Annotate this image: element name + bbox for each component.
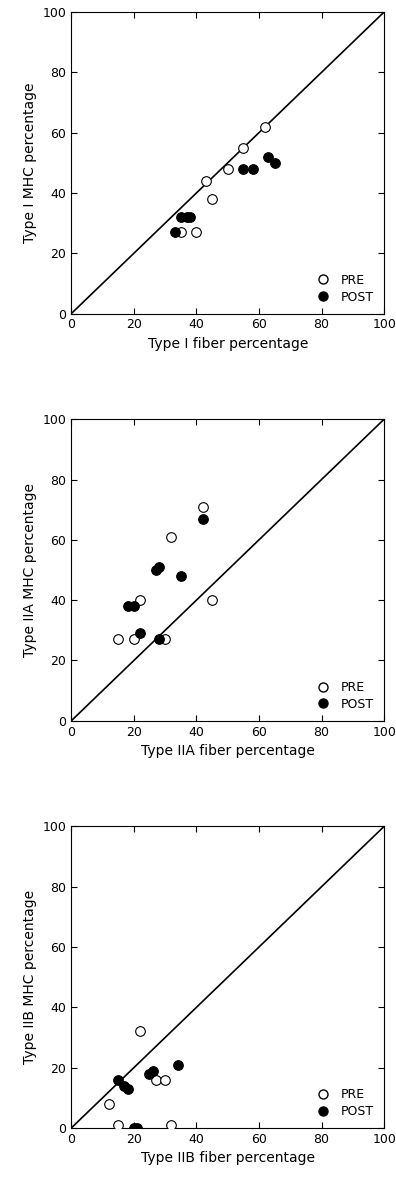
Point	[272, 154, 278, 173]
Point	[168, 527, 175, 546]
Point	[162, 630, 168, 649]
Point	[115, 1115, 122, 1134]
Point	[249, 160, 256, 179]
Point	[162, 1070, 168, 1090]
Point	[209, 190, 215, 209]
Point	[240, 138, 247, 157]
Point	[262, 118, 268, 137]
Point	[156, 557, 162, 576]
Point	[147, 1064, 153, 1084]
Y-axis label: Type I MHC percentage: Type I MHC percentage	[23, 83, 37, 244]
Legend: PRE, POST: PRE, POST	[307, 1085, 378, 1122]
Legend: PRE, POST: PRE, POST	[307, 677, 378, 714]
Point	[115, 630, 122, 649]
X-axis label: Type IIA fiber percentage: Type IIA fiber percentage	[141, 744, 315, 758]
Point	[121, 1076, 128, 1096]
Point	[137, 1022, 143, 1042]
Point	[134, 1118, 140, 1138]
Point	[177, 208, 184, 227]
Point	[200, 497, 206, 516]
Point	[131, 596, 137, 616]
Point	[225, 160, 231, 179]
Point	[240, 160, 247, 179]
Point	[106, 1094, 112, 1114]
Point	[177, 566, 184, 586]
Point	[131, 630, 137, 649]
Point	[200, 509, 206, 528]
X-axis label: Type I fiber percentage: Type I fiber percentage	[148, 337, 308, 352]
X-axis label: Type IIB fiber percentage: Type IIB fiber percentage	[141, 1152, 315, 1165]
Point	[156, 630, 162, 649]
Point	[137, 590, 143, 610]
Point	[152, 1070, 159, 1090]
Point	[115, 1070, 122, 1090]
Y-axis label: Type IIB MHC percentage: Type IIB MHC percentage	[23, 890, 37, 1064]
Point	[203, 172, 209, 191]
Point	[175, 1055, 181, 1074]
Point	[265, 148, 272, 167]
Point	[152, 560, 159, 580]
Point	[149, 1061, 156, 1080]
Y-axis label: Type IIA MHC percentage: Type IIA MHC percentage	[23, 482, 37, 658]
Point	[168, 1115, 175, 1134]
Point	[177, 222, 184, 241]
Point	[187, 208, 193, 227]
Point	[131, 1118, 137, 1138]
Legend: PRE, POST: PRE, POST	[307, 270, 378, 307]
Point	[124, 1079, 131, 1098]
Point	[137, 624, 143, 643]
Point	[184, 208, 190, 227]
Point	[124, 596, 131, 616]
Point	[193, 222, 200, 241]
Point	[171, 222, 178, 241]
Point	[209, 590, 215, 610]
